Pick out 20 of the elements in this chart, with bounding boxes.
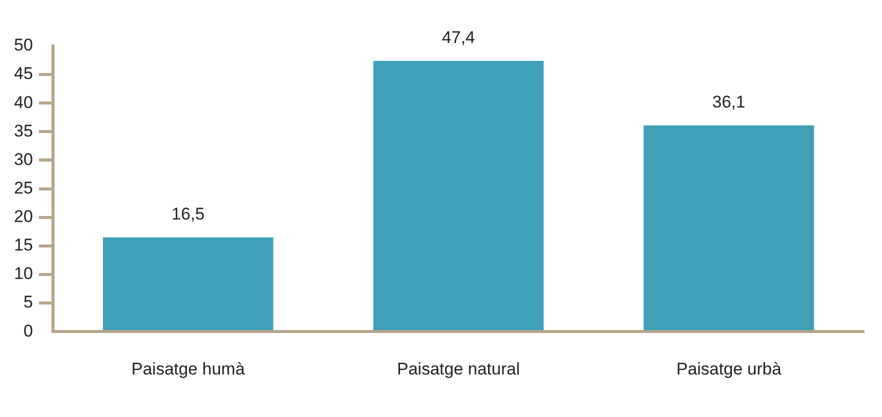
y-tick-label: 10 xyxy=(14,264,33,284)
y-tick-label: 45 xyxy=(14,64,33,84)
y-tick-label: 35 xyxy=(14,121,33,140)
x-tick-label: Paisatge urbà xyxy=(676,359,782,378)
y-tick-label: 40 xyxy=(14,92,33,112)
y-tick-label: 15 xyxy=(14,236,33,255)
bar xyxy=(373,60,544,330)
x-tick-label: Paisatge humà xyxy=(131,359,246,378)
bar xyxy=(102,237,274,330)
data-label: 16,5 xyxy=(172,204,205,224)
data-label: 47,4 xyxy=(442,28,475,48)
y-tick-label: 25 xyxy=(14,178,33,198)
y-tick-label: 5 xyxy=(23,292,33,312)
y-tick-label: 30 xyxy=(14,150,33,169)
bar xyxy=(644,125,814,330)
y-tick-label: 50 xyxy=(14,36,33,55)
data-label: 36,1 xyxy=(712,92,746,112)
y-tick-label: 0 xyxy=(23,321,33,340)
y-tick-label: 20 xyxy=(14,207,33,226)
x-tick-label: Paisatge natural xyxy=(397,359,520,378)
